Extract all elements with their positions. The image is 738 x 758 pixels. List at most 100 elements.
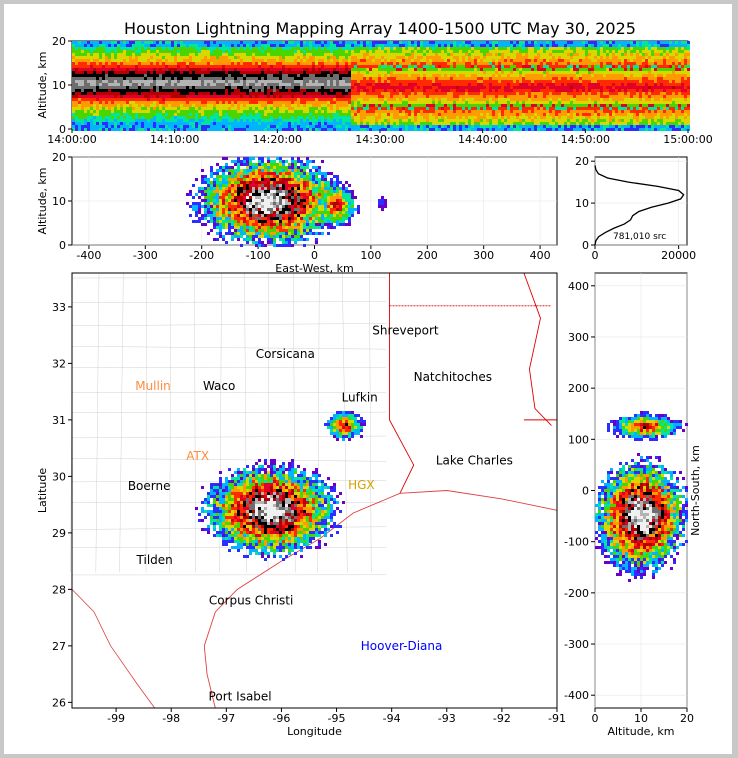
- time-height-cell: [174, 44, 177, 47]
- time-height-cell: [498, 98, 501, 101]
- time-height-cell: [420, 62, 423, 65]
- time-height-cell: [156, 95, 159, 98]
- time-height-cell: [72, 53, 75, 56]
- time-height-cell: [126, 128, 129, 131]
- time-height-cell: [111, 104, 114, 107]
- time-height-cell: [543, 83, 546, 86]
- time-height-cell: [180, 125, 183, 128]
- time-height-cell: [258, 56, 261, 59]
- time-height-cell: [72, 119, 75, 122]
- time-height-cell: [549, 62, 552, 65]
- time-height-cell: [441, 101, 444, 104]
- time-height-cell: [303, 113, 306, 116]
- time-height-cell: [159, 62, 162, 65]
- time-height-cell: [327, 77, 330, 80]
- time-height-cell: [393, 59, 396, 62]
- time-height-cell: [87, 89, 90, 92]
- time-height-cell: [126, 125, 129, 128]
- time-height-cell: [543, 128, 546, 131]
- time-height-cell: [132, 107, 135, 110]
- time-height-cell: [318, 110, 321, 113]
- time-height-cell: [219, 125, 222, 128]
- time-height-cell: [324, 59, 327, 62]
- time-height-cell: [213, 104, 216, 107]
- time-height-cell: [339, 62, 342, 65]
- time-height-cell: [411, 86, 414, 89]
- time-height-cell: [327, 50, 330, 53]
- time-height-cell: [486, 50, 489, 53]
- time-height-cell: [552, 71, 555, 74]
- time-height-cell: [423, 41, 426, 44]
- time-height-cell: [534, 83, 537, 86]
- time-height-cell: [381, 77, 384, 80]
- time-height-cell: [384, 107, 387, 110]
- time-height-cell: [276, 65, 279, 68]
- time-height-cell: [120, 107, 123, 110]
- time-height-cell: [84, 95, 87, 98]
- time-height-cell: [147, 128, 150, 131]
- time-height-cell: [447, 104, 450, 107]
- time-height-cell: [348, 71, 351, 74]
- time-height-cell: [462, 122, 465, 125]
- time-height-cell: [93, 128, 96, 131]
- time-height-cell: [120, 104, 123, 107]
- time-height-cell: [210, 53, 213, 56]
- time-height-cell: [240, 44, 243, 47]
- time-height-cell: [381, 101, 384, 104]
- time-height-cell: [474, 83, 477, 86]
- time-height-cell: [84, 47, 87, 50]
- time-height-cell: [186, 59, 189, 62]
- time-height-cell: [99, 119, 102, 122]
- time-height-cell: [513, 59, 516, 62]
- time-height-cell: [516, 92, 519, 95]
- time-height-cell: [426, 53, 429, 56]
- time-height-cell: [324, 95, 327, 98]
- time-height-cell: [234, 104, 237, 107]
- time-height-cell: [252, 95, 255, 98]
- time-height-cell: [387, 74, 390, 77]
- time-height-cell: [567, 86, 570, 89]
- time-height-cell: [297, 101, 300, 104]
- time-height-cell: [534, 62, 537, 65]
- time-height-cell: [108, 98, 111, 101]
- time-height-cell: [432, 62, 435, 65]
- time-height-cell: [396, 41, 399, 44]
- time-height-cell: [153, 128, 156, 131]
- time-height-cell: [522, 62, 525, 65]
- time-height-cell: [390, 59, 393, 62]
- time-height-cell: [126, 47, 129, 50]
- time-height-cell: [123, 44, 126, 47]
- time-height-cell: [75, 77, 78, 80]
- time-height-cell: [453, 80, 456, 83]
- time-height-cell: [132, 98, 135, 101]
- time-height-cell: [114, 92, 117, 95]
- time-height-cell: [261, 47, 264, 50]
- time-height-cell: [240, 125, 243, 128]
- time-height-cell: [531, 98, 534, 101]
- time-height-cell: [477, 44, 480, 47]
- time-height-cell: [387, 83, 390, 86]
- time-height-cell: [249, 125, 252, 128]
- time-height-cell: [495, 86, 498, 89]
- time-height-cell: [219, 80, 222, 83]
- time-height-cell: [210, 107, 213, 110]
- time-height-cell: [267, 92, 270, 95]
- time-height-cell: [498, 110, 501, 113]
- time-height-cell: [351, 125, 354, 128]
- time-height-cell: [480, 74, 483, 77]
- time-height-cell: [159, 71, 162, 74]
- time-height-cell: [489, 101, 492, 104]
- time-height-cell: [345, 125, 348, 128]
- time-height-cell: [441, 89, 444, 92]
- time-height-cell: [81, 113, 84, 116]
- time-height-cell: [354, 50, 357, 53]
- time-height-cell: [543, 107, 546, 110]
- time-height-cell: [336, 125, 339, 128]
- time-height-cell: [423, 83, 426, 86]
- time-height-cell: [120, 44, 123, 47]
- time-height-cell: [141, 44, 144, 47]
- time-height-cell: [429, 116, 432, 119]
- time-height-cell: [447, 41, 450, 44]
- time-height-cell: [81, 104, 84, 107]
- time-height-cell: [342, 116, 345, 119]
